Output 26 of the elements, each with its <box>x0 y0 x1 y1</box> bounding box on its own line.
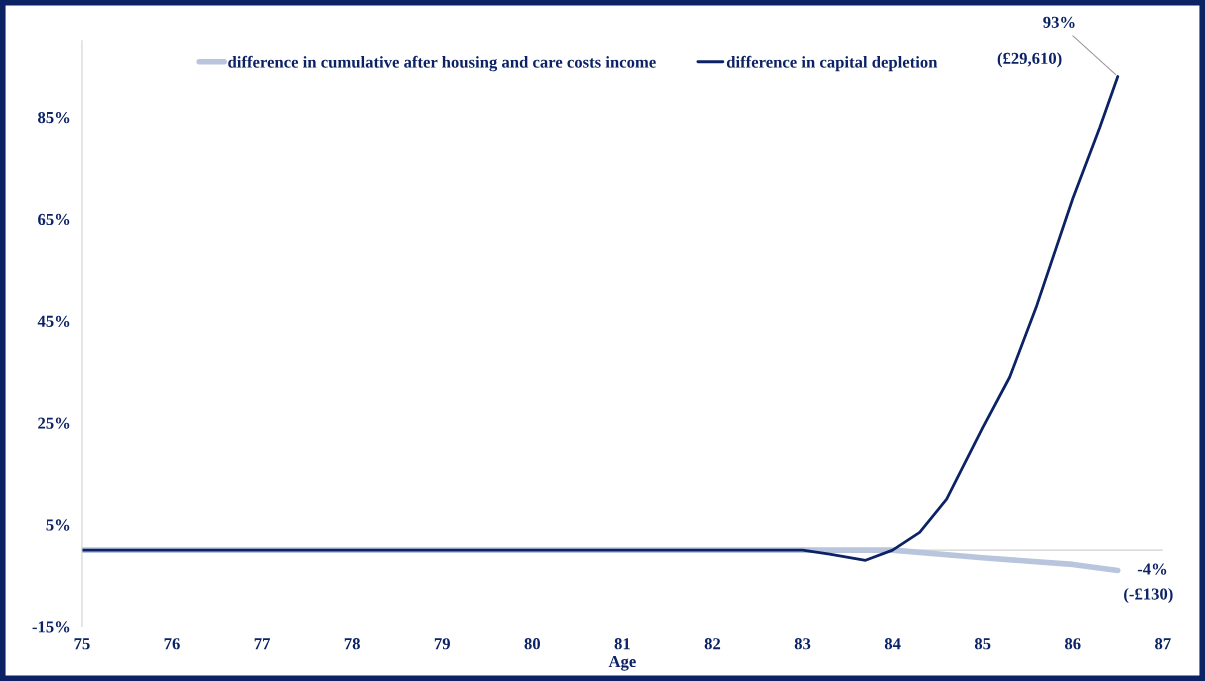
x-tick-label: 78 <box>344 638 360 650</box>
x-tick-label: 85 <box>974 638 991 650</box>
x-tick-label: 76 <box>164 638 180 650</box>
annotation: (-£130) <box>1124 587 1173 604</box>
y-tick-label: 65% <box>38 213 70 226</box>
annotation: 93% <box>1043 16 1075 28</box>
x-tick-label: 75 <box>74 638 90 650</box>
x-tick-label: 86 <box>1064 638 1081 650</box>
x-tick-label: 87 <box>1155 638 1171 650</box>
annotation: -4% <box>1137 563 1167 575</box>
x-tick-label: 82 <box>704 638 721 650</box>
y-tick-label: -15% <box>32 621 70 633</box>
legend-label: difference in cumulative after housing and care costs income <box>228 55 656 72</box>
y-tick-label: 45% <box>37 315 70 327</box>
y-tick-label: 85% <box>38 111 70 124</box>
y-tick-label: 5% <box>46 519 70 531</box>
x-tick-label: 79 <box>434 638 450 650</box>
x-axis-title: Age <box>608 655 636 671</box>
x-tick-label: 77 <box>254 638 271 650</box>
x-tick-label: 80 <box>524 638 541 650</box>
x-tick-label: 81 <box>614 638 630 650</box>
annotation: (£29,610) <box>997 52 1062 68</box>
y-tick-label: 25% <box>38 417 70 429</box>
x-tick-label: 84 <box>884 638 901 650</box>
x-tick-label: 83 <box>794 638 811 650</box>
legend-label: difference in capital depletion <box>726 55 938 72</box>
